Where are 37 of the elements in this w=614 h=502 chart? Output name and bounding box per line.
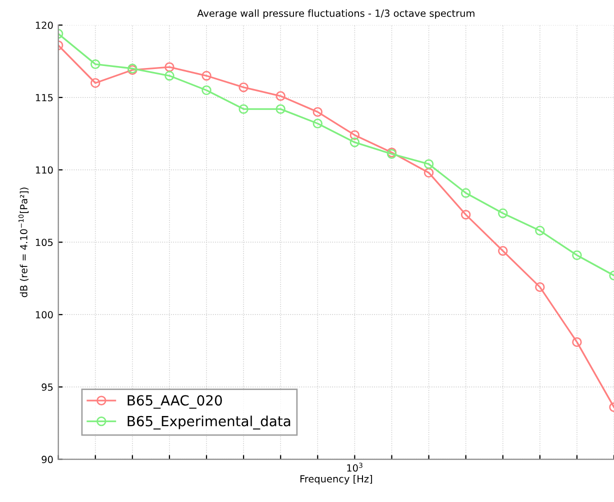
- point: [535, 226, 545, 236]
- point: [238, 82, 248, 92]
- point: [572, 337, 582, 347]
- point: [276, 104, 286, 114]
- point: [90, 59, 100, 70]
- y-tick-label: 120: [36, 22, 53, 29]
- point: [202, 85, 212, 96]
- y-axis-title: dB (ref = 4.10$^{−10}$[Pa²]): [18, 188, 29, 298]
- point: [350, 130, 360, 140]
- y-tick-label: 115: [36, 94, 53, 102]
- point: [312, 107, 323, 117]
- chart-title: Average wall pressure fluctuations - 1/3 octave spectrum: [197, 9, 474, 19]
- point: [535, 282, 545, 292]
- point: [460, 188, 471, 198]
- y-tick-label: 100: [36, 311, 53, 318]
- point: [460, 210, 471, 220]
- point: [202, 70, 212, 81]
- point: [164, 70, 174, 81]
- y-tick-label: 95: [42, 383, 53, 391]
- point: [350, 137, 360, 148]
- x-tick-label: 10$^{3}$: [347, 462, 362, 472]
- y-tick-label: 110: [36, 166, 53, 174]
- point: [572, 250, 582, 260]
- point: [90, 78, 100, 88]
- point: [498, 208, 508, 218]
- legend-label: B65_Experimental_data: [128, 416, 290, 430]
- point: [312, 118, 323, 128]
- y-tick-label: 105: [36, 238, 53, 246]
- legend-label: B65_AAC_020: [128, 395, 222, 409]
- point: [238, 104, 248, 114]
- point: [424, 168, 434, 178]
- x-axis-title: Frequency [Hz]: [300, 474, 372, 484]
- point: [164, 62, 174, 72]
- point: [424, 159, 434, 169]
- point: [498, 246, 508, 256]
- y-tick-label: 90: [42, 456, 53, 464]
- point: [276, 91, 286, 101]
